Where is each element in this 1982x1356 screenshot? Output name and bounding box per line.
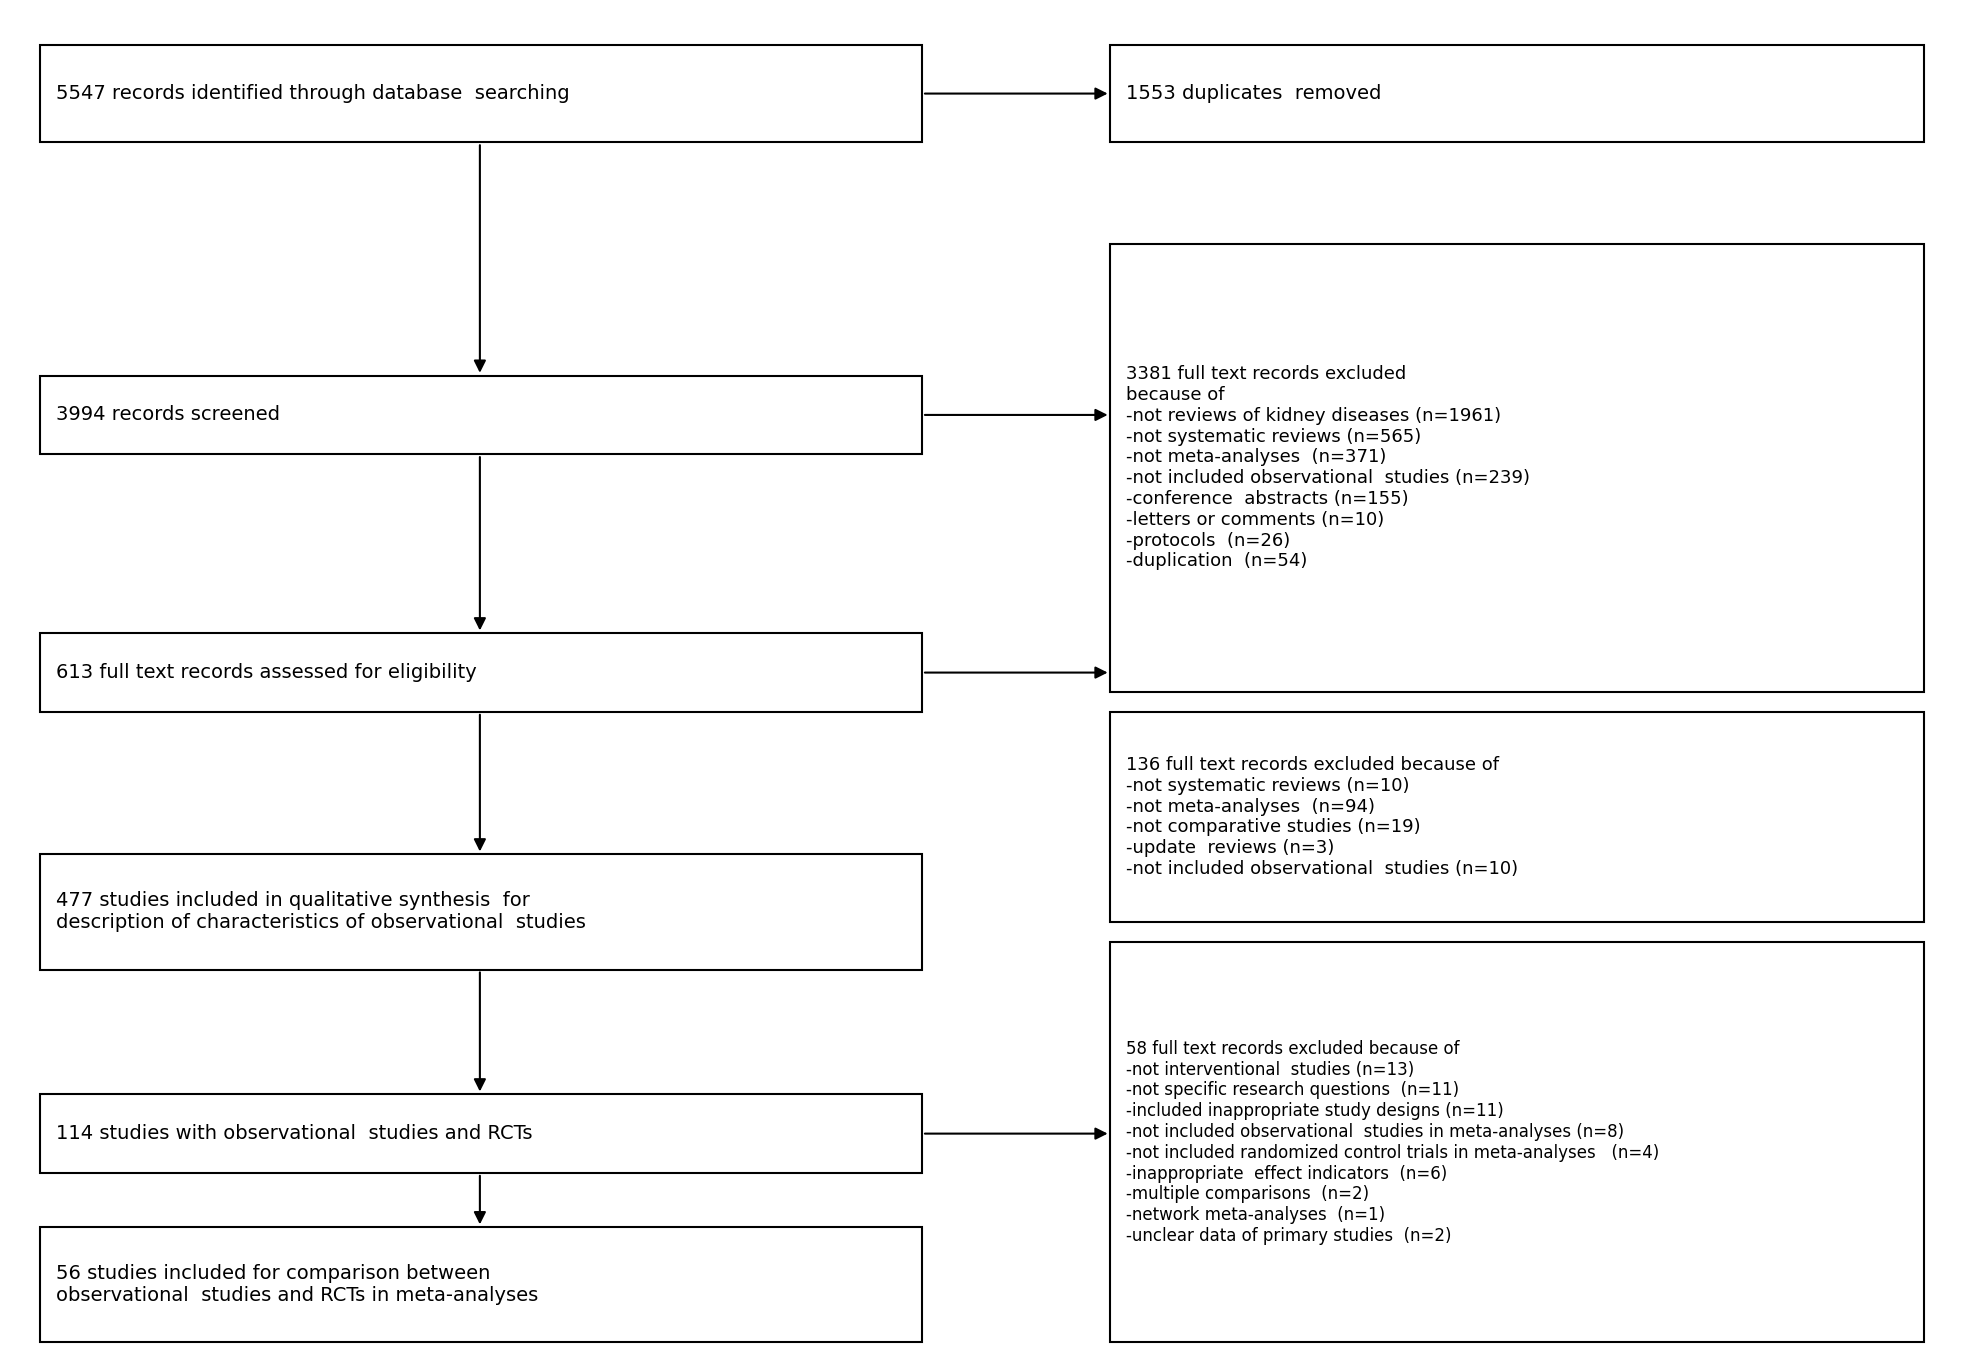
Text: 136 full text records excluded because of
-not systematic reviews (n=10)
-not me: 136 full text records excluded because o… xyxy=(1126,757,1518,877)
FancyBboxPatch shape xyxy=(40,633,922,712)
FancyBboxPatch shape xyxy=(40,45,922,142)
FancyBboxPatch shape xyxy=(40,376,922,454)
Text: 1553 duplicates  removed: 1553 duplicates removed xyxy=(1126,84,1381,103)
Text: 56 studies included for comparison between
observational  studies and RCTs in me: 56 studies included for comparison betwe… xyxy=(55,1264,537,1306)
FancyBboxPatch shape xyxy=(40,1227,922,1342)
FancyBboxPatch shape xyxy=(1110,244,1923,692)
FancyBboxPatch shape xyxy=(1110,45,1923,142)
Text: 3994 records screened: 3994 records screened xyxy=(55,405,279,424)
FancyBboxPatch shape xyxy=(1110,942,1923,1342)
Text: 5547 records identified through database  searching: 5547 records identified through database… xyxy=(55,84,569,103)
Text: 613 full text records assessed for eligibility: 613 full text records assessed for eligi… xyxy=(55,663,476,682)
FancyBboxPatch shape xyxy=(40,854,922,970)
FancyBboxPatch shape xyxy=(40,1094,922,1173)
Text: 3381 full text records excluded
because of
-not reviews of kidney diseases (n=19: 3381 full text records excluded because … xyxy=(1126,365,1530,571)
FancyBboxPatch shape xyxy=(1110,712,1923,922)
Text: 477 studies included in qualitative synthesis  for
description of characteristic: 477 studies included in qualitative synt… xyxy=(55,891,585,933)
Text: 58 full text records excluded because of
-not interventional  studies (n=13)
-no: 58 full text records excluded because of… xyxy=(1126,1040,1659,1245)
Text: 114 studies with observational  studies and RCTs: 114 studies with observational studies a… xyxy=(55,1124,531,1143)
